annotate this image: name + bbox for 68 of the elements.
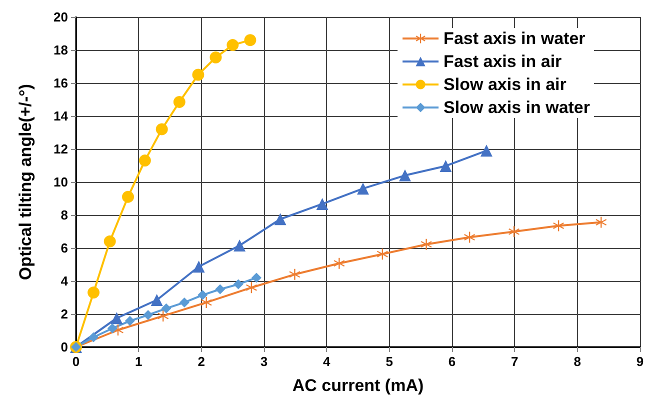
point bbox=[244, 34, 256, 46]
point bbox=[124, 316, 135, 326]
point bbox=[246, 282, 257, 294]
point bbox=[104, 235, 116, 248]
y-tick-label: 6 bbox=[60, 240, 68, 256]
x-tick-label: 2 bbox=[198, 354, 205, 369]
point bbox=[274, 213, 286, 226]
y-tick-label: 12 bbox=[54, 142, 68, 156]
point bbox=[376, 248, 388, 260]
y-tick-label: 18 bbox=[54, 42, 68, 58]
y-tick-label: 10 bbox=[54, 174, 68, 190]
point bbox=[464, 232, 476, 243]
point bbox=[200, 296, 212, 308]
point bbox=[440, 160, 452, 172]
point bbox=[192, 260, 205, 273]
y-tick-label: 14 bbox=[54, 108, 69, 124]
x-axis-title: AC current (mA) bbox=[292, 376, 424, 395]
x-tick-label: 8 bbox=[574, 354, 581, 369]
legend-label: Fast axis in air bbox=[444, 52, 562, 71]
x-tick-label: 7 bbox=[511, 354, 518, 369]
x-tick-label: 5 bbox=[386, 354, 393, 369]
point bbox=[226, 39, 239, 52]
point bbox=[289, 268, 300, 280]
point bbox=[233, 279, 244, 290]
point bbox=[179, 297, 190, 308]
point bbox=[156, 123, 168, 136]
legend-label: Slow axis in water bbox=[444, 98, 590, 117]
point bbox=[334, 258, 345, 269]
point bbox=[215, 284, 226, 294]
point bbox=[234, 240, 246, 252]
y-axis-title: Optical tilting angle(+/-°) bbox=[16, 84, 35, 280]
point bbox=[596, 216, 607, 228]
point bbox=[357, 182, 370, 195]
point bbox=[399, 169, 411, 182]
point bbox=[316, 198, 328, 210]
point bbox=[192, 68, 204, 81]
legend-label: Slow axis in air bbox=[444, 75, 567, 94]
y-tick-label: 20 bbox=[54, 10, 68, 24]
point bbox=[143, 310, 154, 320]
y-tick-label: 4 bbox=[60, 274, 69, 288]
x-tick-label: 4 bbox=[323, 354, 332, 369]
point bbox=[508, 226, 520, 238]
point bbox=[110, 312, 123, 324]
x-tick-label: 0 bbox=[72, 354, 80, 369]
point bbox=[480, 144, 492, 157]
point bbox=[198, 290, 208, 300]
point bbox=[150, 294, 163, 306]
point bbox=[107, 323, 118, 334]
point bbox=[210, 51, 222, 64]
point bbox=[158, 310, 169, 322]
point bbox=[173, 96, 186, 108]
point bbox=[122, 190, 134, 203]
point bbox=[553, 220, 564, 232]
point bbox=[88, 332, 99, 342]
point bbox=[138, 154, 151, 167]
y-tick-label: 16 bbox=[54, 76, 68, 90]
legend-label: Fast axis in water bbox=[444, 29, 586, 48]
y-tick-label: 8 bbox=[60, 208, 68, 222]
point bbox=[161, 303, 172, 314]
x-tick-label: 3 bbox=[260, 354, 268, 369]
point bbox=[420, 238, 432, 250]
y-tick-label: 2 bbox=[60, 306, 68, 322]
point bbox=[251, 272, 262, 283]
point bbox=[88, 286, 100, 299]
x-tick-label: 9 bbox=[636, 354, 644, 369]
x-tick-label: 6 bbox=[448, 354, 456, 369]
x-tick-label: 1 bbox=[135, 354, 142, 369]
y-tick-label: 0 bbox=[60, 340, 68, 354]
